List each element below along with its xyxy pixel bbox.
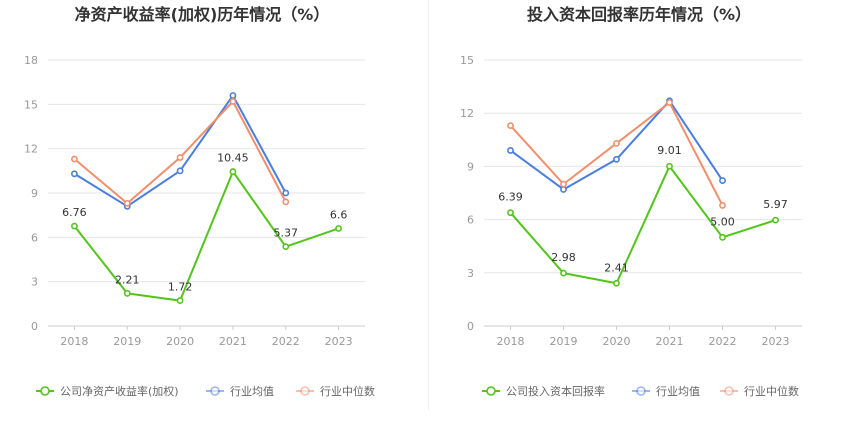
data-point bbox=[71, 222, 78, 230]
y-tick-label: 9 bbox=[31, 187, 38, 200]
series-line-1 bbox=[73, 94, 287, 208]
legend-label: 公司净资产收益率(加权) bbox=[60, 384, 179, 398]
y-tick-label: 9 bbox=[467, 160, 474, 173]
data-point bbox=[229, 168, 237, 175]
data-point bbox=[282, 189, 290, 197]
data-point bbox=[666, 99, 673, 106]
y-tick-label: 0 bbox=[31, 320, 38, 333]
data-point bbox=[560, 269, 567, 277]
data-label: 10.45 bbox=[217, 152, 249, 165]
roe-chart: 净资产收益率(加权)历年情况（%） 0 3 6 9 12 15 18 2018 2019 2020 2… bbox=[24, 5, 375, 398]
data-point bbox=[229, 92, 237, 99]
x-tick-label: 2019 bbox=[113, 335, 141, 348]
data-label: 6.6 bbox=[330, 208, 348, 221]
legend-marker bbox=[210, 386, 220, 396]
chart-title: 净资产收益率(加权)历年情况（%） bbox=[75, 5, 330, 24]
legend-marker bbox=[636, 386, 646, 396]
y-tick-label: 12 bbox=[460, 107, 474, 120]
y-tick-label: 3 bbox=[31, 276, 38, 289]
series-line-0 bbox=[509, 165, 776, 285]
data-point bbox=[229, 97, 237, 105]
chart-title: 投入资本回报率历年情况（%） bbox=[527, 5, 751, 24]
data-point bbox=[176, 154, 184, 161]
data-label: 5.37 bbox=[274, 227, 299, 240]
data-point bbox=[123, 289, 131, 297]
data-label: 1.72 bbox=[168, 281, 193, 294]
data-label: 9.01 bbox=[657, 144, 682, 157]
data-label: 6.76 bbox=[62, 206, 87, 219]
data-point bbox=[666, 162, 673, 170]
data-point bbox=[123, 199, 131, 207]
x-tick-label: 2022 bbox=[272, 335, 300, 348]
y-tick-label: 6 bbox=[467, 214, 474, 227]
data-point bbox=[560, 186, 567, 193]
legend-label: 公司投入资本回报率 bbox=[506, 384, 605, 398]
data-point bbox=[176, 167, 184, 175]
legend-marker bbox=[40, 386, 50, 396]
x-tick-label: 2021 bbox=[219, 335, 247, 348]
legend-label: 行业中位数 bbox=[320, 384, 375, 398]
x-tick-label: 2023 bbox=[762, 335, 790, 348]
data-point bbox=[560, 180, 567, 188]
data-point bbox=[507, 209, 514, 217]
data-point bbox=[507, 147, 514, 154]
legend-marker bbox=[486, 386, 496, 396]
data-point bbox=[613, 155, 620, 163]
data-point bbox=[719, 202, 726, 209]
y-tick-label: 3 bbox=[467, 267, 474, 280]
x-tick-label: 2018 bbox=[497, 335, 525, 348]
series-line-2 bbox=[73, 100, 287, 205]
panel-divider bbox=[428, 0, 429, 410]
x-tick-label: 2023 bbox=[325, 335, 353, 348]
data-point bbox=[507, 122, 514, 130]
data-label: 2.21 bbox=[115, 273, 140, 286]
y-tick-label: 15 bbox=[24, 98, 38, 111]
legend-label: 行业均值 bbox=[656, 385, 700, 398]
legend-marker bbox=[724, 386, 734, 396]
data-label: 2.98 bbox=[551, 251, 576, 264]
y-tick-label: 18 bbox=[24, 54, 38, 67]
data-point bbox=[335, 225, 342, 232]
roic-chart: 投入资本回报率历年情况（%） 0 3 6 9 12 15 2018 2019 2020 2021 20… bbox=[460, 5, 802, 398]
y-tick-label: 12 bbox=[24, 143, 38, 156]
data-point bbox=[613, 279, 620, 287]
data-point bbox=[719, 233, 726, 241]
data-label: 5.97 bbox=[763, 198, 788, 211]
data-label: 2.41 bbox=[604, 261, 629, 274]
x-tick-label: 2018 bbox=[60, 335, 88, 348]
data-point bbox=[282, 243, 290, 251]
legend-label: 行业均值 bbox=[230, 385, 274, 398]
x-tick-label: 2019 bbox=[550, 335, 578, 348]
data-point bbox=[176, 297, 184, 304]
x-tick-label: 2022 bbox=[709, 335, 737, 348]
legend-marker bbox=[300, 386, 310, 396]
data-point bbox=[772, 216, 779, 224]
data-label: 6.39 bbox=[498, 191, 523, 204]
data-point bbox=[613, 139, 620, 147]
data-point bbox=[71, 170, 78, 178]
series-line-0 bbox=[73, 170, 339, 302]
legend-label: 行业中位数 bbox=[744, 384, 799, 398]
y-tick-label: 15 bbox=[460, 54, 474, 67]
y-tick-label: 0 bbox=[467, 320, 474, 333]
data-label: 5.00 bbox=[710, 215, 735, 228]
data-point bbox=[719, 177, 726, 184]
y-tick-label: 6 bbox=[31, 231, 38, 244]
x-tick-label: 2020 bbox=[166, 335, 194, 348]
data-point bbox=[282, 198, 290, 206]
x-tick-label: 2021 bbox=[656, 335, 684, 348]
series-line-2 bbox=[509, 101, 724, 206]
x-tick-label: 2020 bbox=[603, 335, 631, 348]
data-point bbox=[71, 155, 78, 163]
